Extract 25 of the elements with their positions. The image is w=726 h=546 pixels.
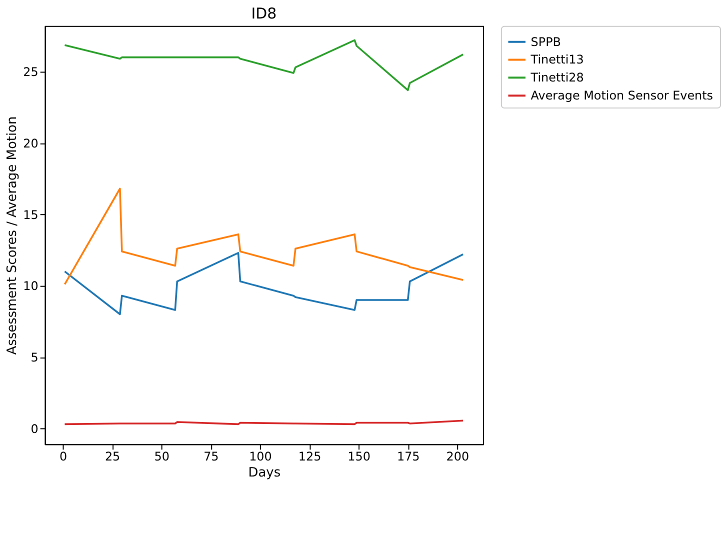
x-tick-label: 200 <box>446 450 470 464</box>
y-tick-label: 5 <box>30 350 38 365</box>
chart-title: ID8 <box>251 4 277 22</box>
x-tick-label: 150 <box>348 450 370 464</box>
legend-label: Tinetti28 <box>530 70 584 85</box>
line-series <box>64 252 464 316</box>
y-tick-label: 20 <box>23 136 38 150</box>
y-tick-label: 10 <box>23 279 38 294</box>
y-tick-label: 15 <box>23 208 38 222</box>
x-tick-label: 175 <box>396 450 420 464</box>
x-axis-title: Days <box>248 466 281 481</box>
x-tick-label: 0 <box>59 450 68 464</box>
y-axis-title: Assessment Scores / Average Motion <box>5 116 20 355</box>
x-tick-label: 100 <box>249 450 272 464</box>
y-tick-label: 0 <box>30 422 38 436</box>
line-series <box>64 39 464 92</box>
legend-label: SPPB <box>530 34 561 49</box>
line-series <box>64 188 464 286</box>
x-tick-label: 50 <box>154 450 170 464</box>
y-tick-label: 25 <box>23 65 38 80</box>
x-tick-label: 25 <box>104 450 120 464</box>
x-tick-label: 125 <box>298 450 322 464</box>
x-tick-label: 75 <box>204 450 219 464</box>
legend-label: Tinetti13 <box>530 52 584 67</box>
legend-label: Average Motion Sensor Events <box>530 88 714 103</box>
